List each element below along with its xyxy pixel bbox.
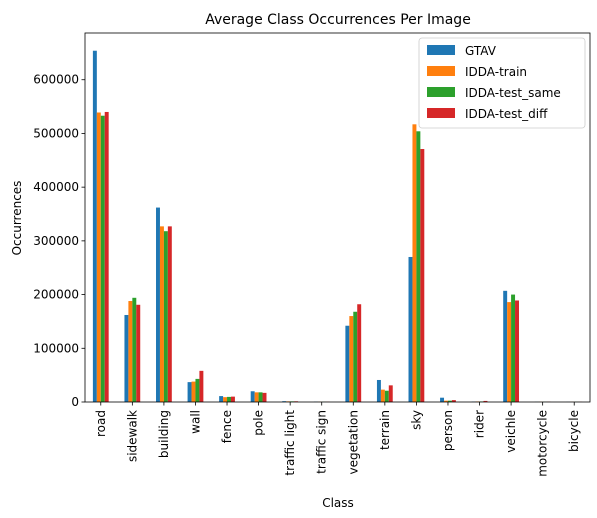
x-tick-label: road <box>94 410 108 437</box>
bar-terrain-IDDA-test_diff <box>388 385 393 402</box>
x-tick-label: building <box>157 410 171 458</box>
legend-box <box>418 37 586 129</box>
bar-vegetation-IDDA-test_diff <box>357 304 362 402</box>
x-tick-label: vegetation <box>346 410 360 475</box>
bar-building-IDDA-train <box>159 226 164 402</box>
bar-vegetation-GTAV <box>345 325 350 402</box>
bar-building-IDDA-test_same <box>163 231 168 402</box>
x-tick-label: traffic light <box>283 410 297 476</box>
legend-swatch <box>427 108 455 118</box>
bar-wall-GTAV <box>187 382 192 402</box>
chart-title: Average Class Occurrences Per Image <box>205 12 471 28</box>
bar-person-IDDA-train <box>444 400 448 402</box>
bar-wall-IDDA-test_same <box>195 378 200 402</box>
plot-frame <box>84 32 591 403</box>
bar-sidewalk-IDDA-test_diff <box>136 304 141 402</box>
y-tick-label: 400000 <box>33 180 79 194</box>
x-tick-label: fence <box>220 410 234 443</box>
bar-sky-GTAV <box>408 256 413 402</box>
bar-sidewalk-IDDA-train <box>128 301 133 402</box>
legend-label: IDDA-test_diff <box>465 107 548 121</box>
bars <box>92 50 583 403</box>
bar-person-IDDA-test_diff <box>451 400 456 402</box>
bar-veichle-IDDA-test_diff <box>515 300 519 402</box>
x-tick-label: wall <box>188 410 202 434</box>
bar-sidewalk-GTAV <box>124 314 129 402</box>
x-tick-label: terrain <box>378 410 392 450</box>
bar-veichle-IDDA-test_same <box>511 294 516 402</box>
bar-fence-GTAV <box>219 396 224 402</box>
bar-terrain-IDDA-train <box>380 389 385 402</box>
bar-veichle-GTAV <box>503 290 508 402</box>
bar-sidewalk-IDDA-test_same <box>132 297 137 402</box>
bar-person-GTAV <box>440 397 445 402</box>
bar-sky-IDDA-train <box>412 124 417 402</box>
x-tick-label: bicycle <box>567 410 581 452</box>
bar-road-GTAV <box>92 50 97 403</box>
bar-rider-IDDA-test_diff <box>483 400 488 402</box>
bar-terrain-IDDA-test_same <box>384 390 389 402</box>
legend-label: IDDA-test_same <box>465 86 561 100</box>
bar-pole-GTAV <box>250 391 255 402</box>
bar-fence-IDDA-test_same <box>227 396 231 402</box>
legend-label: GTAV <box>465 44 497 58</box>
legend-swatch <box>427 45 455 55</box>
bar-road-IDDA-train <box>96 112 101 403</box>
bar-road-IDDA-test_diff <box>104 111 109 402</box>
bar-fence-IDDA-train <box>223 397 228 402</box>
x-axis: road sidewalk building wall fence pole traffic… <box>94 402 581 477</box>
bar-road-IDDA-test_same <box>100 115 105 402</box>
y-tick-label: 500000 <box>33 126 79 140</box>
bar-building-GTAV <box>156 207 160 402</box>
legend-label: IDDA-train <box>465 65 527 79</box>
legend: GTAV IDDA-train IDDA-test_same IDDA-test_di… <box>418 37 586 129</box>
bar-terrain-GTAV <box>376 379 381 402</box>
legend-swatch <box>427 66 455 76</box>
bar-wall-IDDA-train <box>191 381 196 402</box>
x-tick-label: pole <box>252 410 266 436</box>
bar-pole-IDDA-test_same <box>258 392 263 402</box>
x-tick-label: motorcycle <box>536 410 550 477</box>
y-tick-label: 200000 <box>33 288 79 302</box>
x-tick-label: person <box>441 410 455 451</box>
bar-sky-IDDA-test_same <box>416 131 421 402</box>
y-tick-label: 600000 <box>33 73 79 87</box>
x-axis-label: Class <box>322 496 354 510</box>
bar-veichle-IDDA-train <box>507 302 512 402</box>
bar-person-IDDA-test_same <box>447 400 452 402</box>
y-tick-label: 0 <box>71 395 79 409</box>
bar-wall-IDDA-test_diff <box>199 370 204 402</box>
x-tick-label: traffic sign <box>315 410 329 474</box>
x-tick-label: sky <box>409 410 423 430</box>
bar-vegetation-IDDA-train <box>349 316 354 402</box>
y-axis-label: Occurrences <box>10 181 24 256</box>
bar-fence-IDDA-test_diff <box>230 396 235 402</box>
bar-building-IDDA-test_diff <box>167 226 172 402</box>
legend-swatch <box>427 87 455 97</box>
y-axis: 0 100000 200000 300000 400000 500000 600000 <box>33 73 85 409</box>
x-tick-label: veichle <box>504 410 518 453</box>
y-tick-label: 300000 <box>33 234 79 248</box>
y-tick-label: 100000 <box>33 341 79 355</box>
bar-pole-IDDA-train <box>254 392 259 402</box>
x-tick-label: sidewalk <box>125 410 139 462</box>
x-tick-label: rider <box>473 410 487 438</box>
bar-vegetation-IDDA-test_same <box>353 311 358 402</box>
bar-pole-IDDA-test_diff <box>262 392 267 402</box>
bar-traffic-light-GTAV <box>282 401 287 402</box>
bar-sky-IDDA-test_diff <box>420 149 425 402</box>
